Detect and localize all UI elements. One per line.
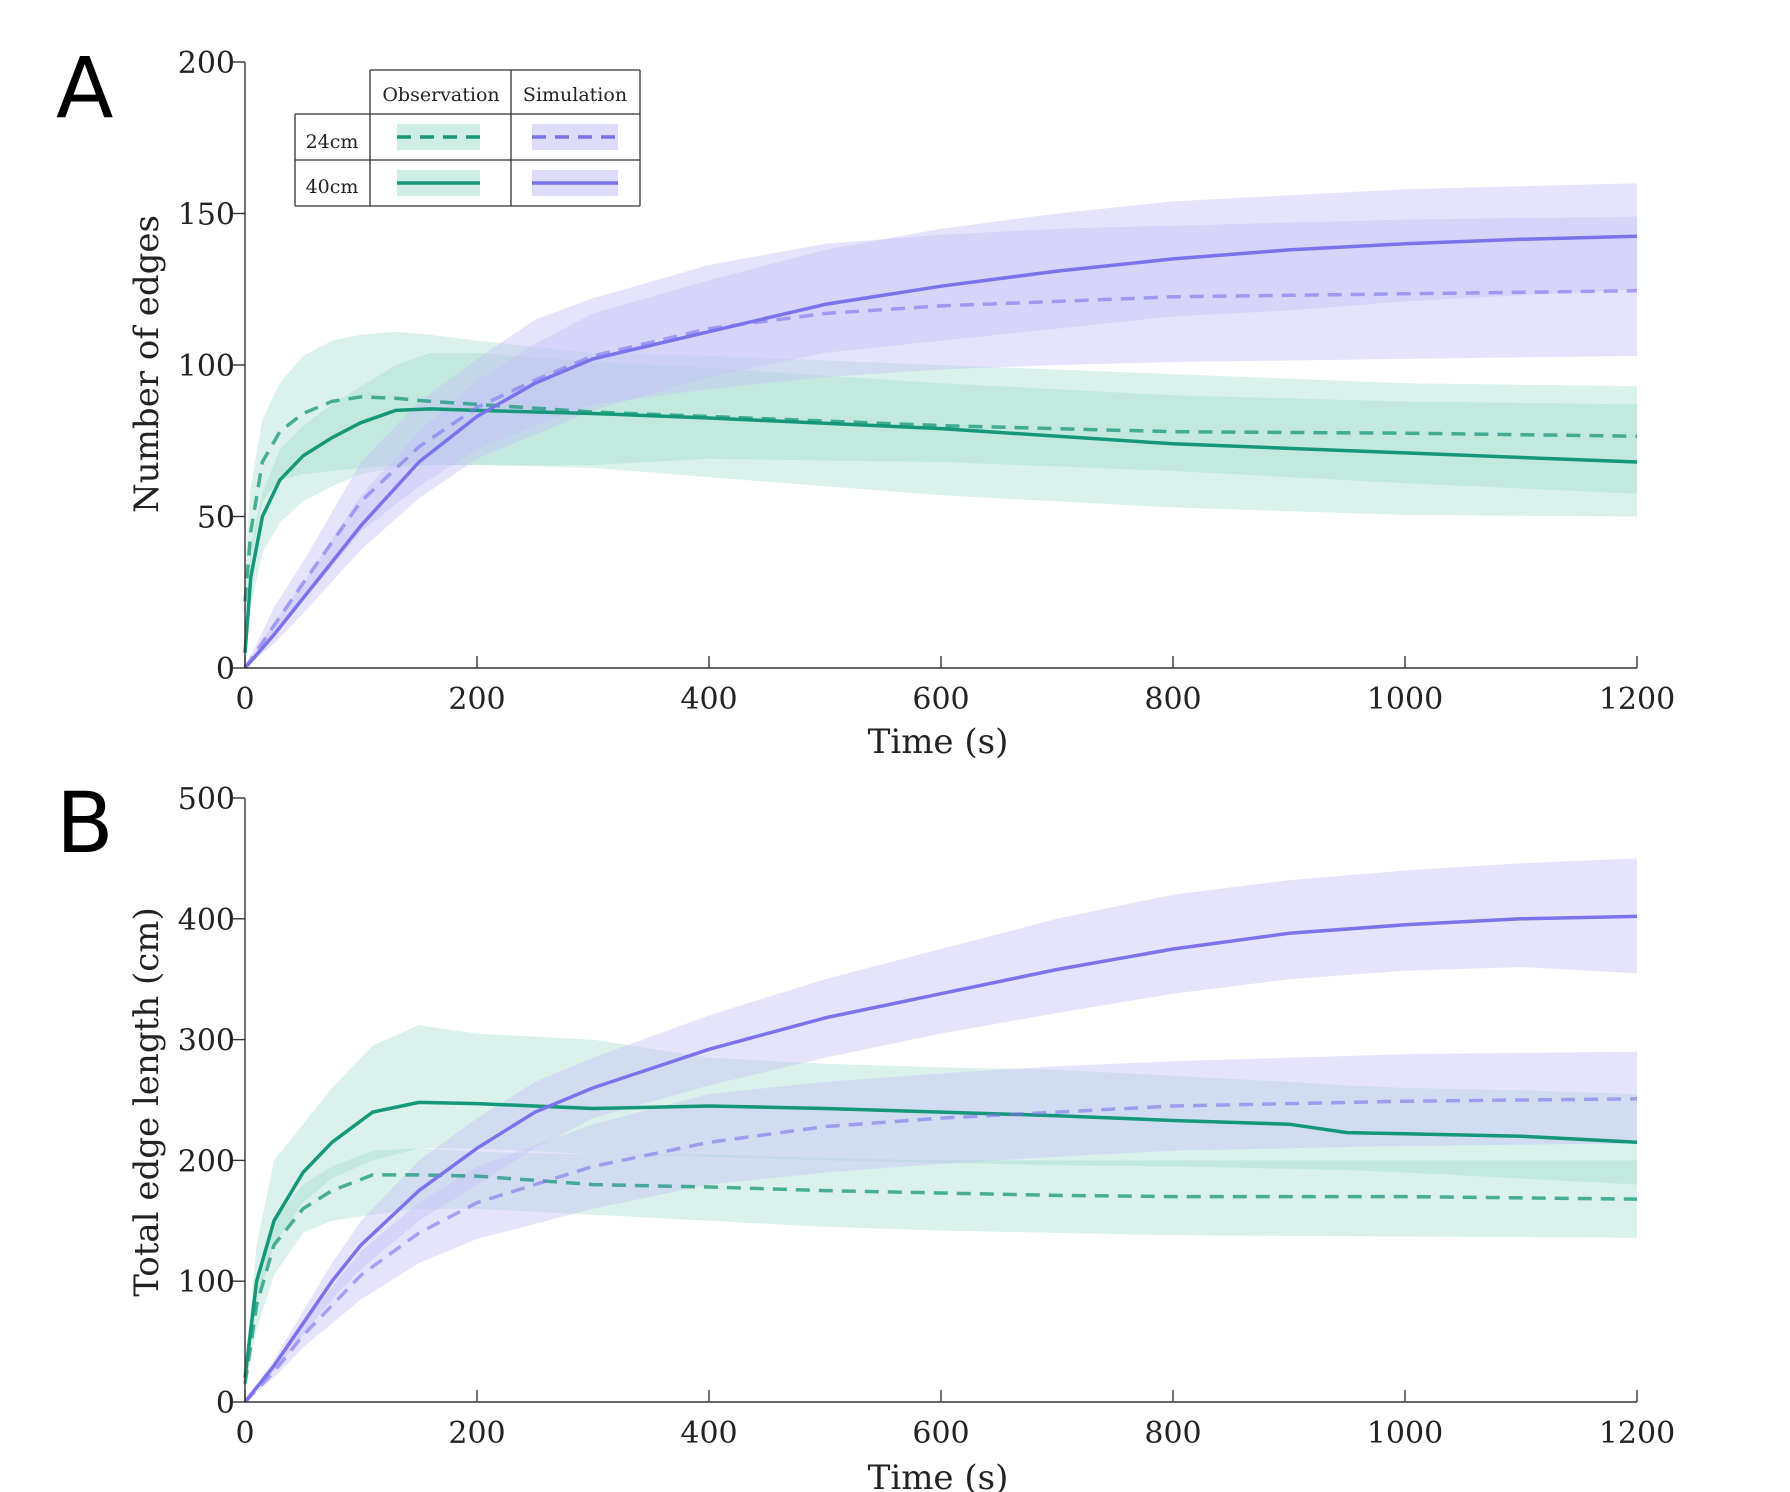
panel-b-x-axis-title: Time (s) <box>868 1458 1009 1492</box>
panel-a-y-tick-label: 150 <box>178 198 235 233</box>
legend-header-simulation: Simulation <box>523 84 627 106</box>
panel-b-chart: B 0 200 400 600 800 1000 12000100200300400500 … <box>56 774 1675 1492</box>
panel-a-x-axis-title: Time (s) <box>868 722 1009 762</box>
panel-b-lines <box>243 914 1638 1404</box>
panel-b-line-observation-24cm <box>243 1173 1638 1385</box>
panel-a-x-tick-label: 200 <box>448 682 505 717</box>
panel-b-band-observation-40cm <box>245 1025 1637 1384</box>
legend-row-40cm: 40cm <box>306 176 359 198</box>
panel-b-band-simulation-24cm <box>245 1051 1637 1402</box>
panel-b-line-observation-40cm <box>243 1100 1638 1379</box>
panel-a-y-tick-label: 200 <box>178 46 235 81</box>
panel-a-chart: A 0 200 400 600 800 1000 1200 0 50 100 150 200 Time… <box>56 39 1675 762</box>
panel-a-band-simulation-40cm <box>245 183 1637 668</box>
panel-b-y-tick-label: 100 <box>178 1265 235 1300</box>
panel-a-y-tick-label: 100 <box>178 349 235 384</box>
legend: Observation Simulation 24cm 40cm <box>294 69 641 207</box>
panel-a-x-tick-label: 400 <box>680 682 737 717</box>
panel-b-band-observation-24cm <box>245 1148 1637 1390</box>
panel-a-y-axis-title: Number of edges <box>127 215 167 513</box>
panel-a-lines <box>243 234 1638 670</box>
panel-a-line-observation-40cm <box>243 407 1638 654</box>
panel-a-y-tick-label: 0 <box>216 652 235 687</box>
panel-a-bands <box>245 183 1637 668</box>
panel-a-line-simulation-40cm <box>243 234 1638 670</box>
panel-b-axes: 0 200 400 600 800 1000 1200 0 100 200 300 400 500 <box>178 782 1675 1451</box>
panel-b-letter: B <box>56 774 114 872</box>
panel-b-x-tick-label: 1200 <box>1599 1416 1675 1451</box>
panel-a-x-tick-label: 600 <box>912 682 969 717</box>
panel-b-x-tick-label: 200 <box>448 1416 505 1451</box>
panel-b-y-tick-label: 400 <box>178 903 235 938</box>
panel-b-x-tick-label: 0 <box>235 1416 254 1451</box>
panel-b-line-simulation-40cm <box>243 914 1638 1404</box>
panel-b-x-tick-label: 1000 <box>1367 1416 1443 1451</box>
panel-b-x-tick-label: 600 <box>912 1416 969 1451</box>
panel-a-axes: 0 200 400 600 800 1000 1200 0 50 100 150 200 <box>178 46 1675 717</box>
panel-a-line-simulation-24cm <box>243 289 1638 669</box>
panel-a-x-tick-label: 0 <box>235 682 254 717</box>
panel-b-y-tick-label: 300 <box>178 1024 235 1059</box>
panel-a-y-tick-label: 50 <box>197 501 235 536</box>
panel-b-line-simulation-24cm <box>243 1097 1638 1404</box>
panel-a-band-observation-40cm <box>245 352 1637 662</box>
panel-a-x-tick-label: 800 <box>1144 682 1201 717</box>
panel-a-x-tick-label: 1200 <box>1599 682 1675 717</box>
panel-a-band-observation-24cm <box>245 331 1637 623</box>
legend-row-24cm: 24cm <box>306 131 359 153</box>
panel-b-y-tick-label: 0 <box>216 1386 235 1421</box>
legend-header-observation: Observation <box>382 84 499 106</box>
panel-a-band-simulation-24cm <box>245 216 1637 668</box>
panel-b-x-tick-label: 400 <box>680 1416 737 1451</box>
panel-b-band-simulation-40cm <box>245 858 1637 1402</box>
panel-b-x-tick-label: 800 <box>1144 1416 1201 1451</box>
panel-a-letter: A <box>56 39 113 137</box>
panel-b-y-tick-label: 500 <box>178 782 235 817</box>
panel-a-x-tick-label: 1000 <box>1367 682 1443 717</box>
panel-b-y-tick-label: 200 <box>178 1144 235 1179</box>
panel-b-bands <box>245 858 1637 1402</box>
panel-b-y-axis-title: Total edge length (cm) <box>127 907 167 1297</box>
